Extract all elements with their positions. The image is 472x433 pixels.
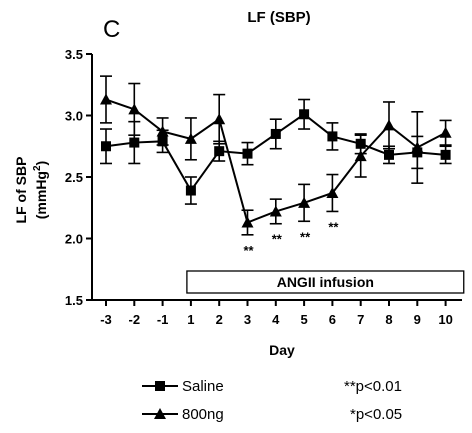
legend-sig-2: *p<0.05 xyxy=(350,406,402,423)
data-point-square xyxy=(129,137,140,148)
legend-saline-marker xyxy=(155,381,165,391)
series-800ng xyxy=(100,75,452,236)
data-point-triangle xyxy=(269,205,282,217)
data-point-square xyxy=(214,146,225,157)
x-tick-label: 1 xyxy=(187,312,194,327)
y-axis-label: LF of SBP (mmHg2) xyxy=(13,157,49,224)
significance-mark: ** xyxy=(272,232,283,247)
data-point-square xyxy=(327,131,338,142)
y-tick-label: 2.5 xyxy=(65,170,83,185)
data-point-square xyxy=(185,185,196,196)
x-tick-label: 9 xyxy=(414,312,421,327)
series-layer xyxy=(100,75,452,236)
y-axis-label-main: LF of SBP xyxy=(13,157,29,224)
infusion-box: ANGII infusion xyxy=(186,270,465,294)
infusion-rect xyxy=(186,270,465,294)
chart-title: LF (SBP) xyxy=(247,9,310,26)
legend-item-800ng: 800ng *p<0.05 xyxy=(142,406,402,423)
data-point-triangle xyxy=(439,126,452,138)
x-tick-label: 8 xyxy=(385,312,392,327)
y-unit-sup: 2 xyxy=(32,165,43,171)
annotations: ** ** ** ** xyxy=(243,219,339,257)
y-unit-close: ) xyxy=(33,161,49,166)
x-tick-label: -2 xyxy=(129,312,141,327)
data-point-square xyxy=(242,148,253,159)
data-point-triangle xyxy=(354,150,367,162)
y-tick-label: 3.5 xyxy=(65,47,83,62)
panel-letter: C xyxy=(103,16,120,43)
legend-sig-1: **p<0.01 xyxy=(344,378,402,395)
data-point-square xyxy=(440,149,451,160)
legend-saline-label: Saline xyxy=(182,378,224,395)
y-unit-main: (mmHg xyxy=(33,171,49,219)
legend: Saline **p<0.01 800ng *p<0.05 xyxy=(142,378,402,423)
data-point-triangle xyxy=(184,132,197,144)
x-tick-label: 10 xyxy=(438,312,452,327)
x-tick-label: 6 xyxy=(329,312,336,327)
data-point-square xyxy=(299,109,310,120)
infusion-label: ANGII infusion xyxy=(277,274,374,290)
data-point-triangle xyxy=(383,119,395,131)
significance-mark: ** xyxy=(328,219,339,234)
data-point-triangle xyxy=(156,125,169,137)
x-axis-label: Day xyxy=(269,342,295,358)
data-point-triangle xyxy=(241,216,254,228)
series-saline xyxy=(100,98,452,205)
x-tick-label: 3 xyxy=(244,312,251,327)
x-tick-label: -1 xyxy=(157,312,169,327)
data-point-triangle xyxy=(100,93,112,105)
y-tick-label: 1.5 xyxy=(65,293,83,308)
y-axis-label-unit: (mmHg2) xyxy=(32,161,49,219)
y-tick-label: 2.0 xyxy=(65,232,83,247)
x-tick-label: 4 xyxy=(272,312,280,327)
data-point-triangle xyxy=(411,141,424,153)
data-point-triangle xyxy=(298,196,311,208)
x-tick-label: 7 xyxy=(357,312,364,327)
significance-mark: ** xyxy=(243,243,254,258)
y-ticks: 1.5 2.0 2.5 3.0 3.5 xyxy=(65,47,92,308)
data-point-square xyxy=(384,149,394,160)
axes xyxy=(91,54,462,301)
data-point-triangle xyxy=(128,103,141,115)
x-tick-label: -3 xyxy=(100,312,112,327)
x-ticks: -3 -2 -1 1 2 3 4 5 6 7 8 9 10 xyxy=(100,300,453,327)
legend-item-saline: Saline **p<0.01 xyxy=(142,378,402,395)
x-tick-label: 5 xyxy=(300,312,307,327)
data-point-square xyxy=(101,141,111,152)
data-point-triangle xyxy=(213,113,226,125)
x-tick-label: 2 xyxy=(216,312,223,327)
legend-800ng-label: 800ng xyxy=(182,406,224,423)
y-tick-label: 3.0 xyxy=(65,109,83,124)
legend-800ng-marker xyxy=(154,408,166,419)
data-point-square xyxy=(270,128,281,139)
significance-mark: ** xyxy=(300,229,311,244)
data-point-triangle xyxy=(326,186,339,198)
